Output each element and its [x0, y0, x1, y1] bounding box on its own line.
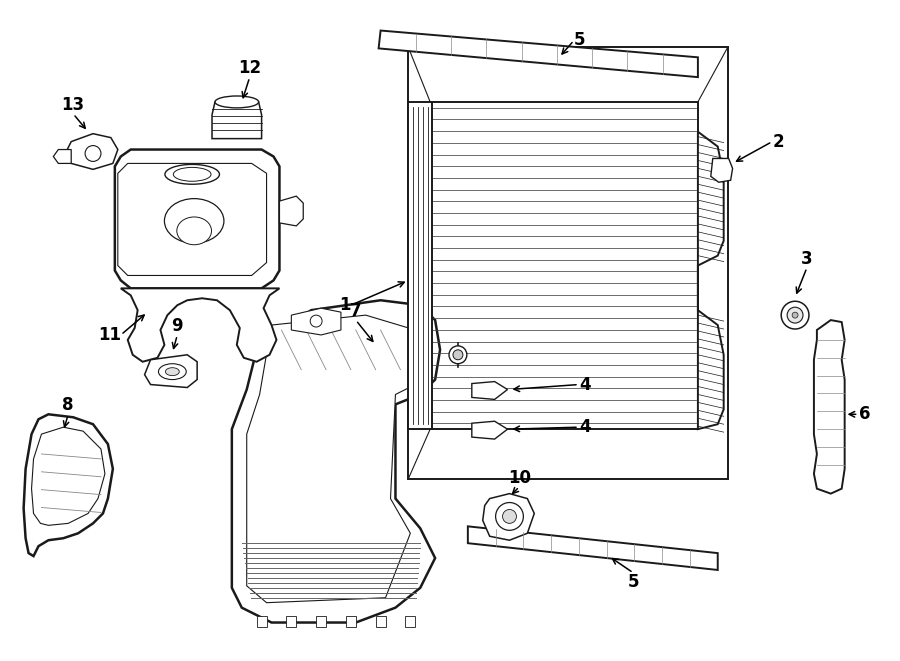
Polygon shape — [256, 615, 266, 627]
Text: 9: 9 — [172, 317, 183, 335]
Circle shape — [788, 307, 803, 323]
Polygon shape — [118, 163, 266, 276]
Circle shape — [449, 346, 467, 364]
Text: 10: 10 — [508, 469, 531, 486]
Circle shape — [502, 510, 517, 524]
Text: 5: 5 — [574, 32, 585, 50]
Polygon shape — [409, 48, 727, 479]
Ellipse shape — [174, 167, 211, 181]
Polygon shape — [405, 615, 415, 627]
Text: 8: 8 — [62, 397, 74, 414]
Text: 7: 7 — [350, 302, 362, 320]
Polygon shape — [212, 102, 262, 139]
Text: 13: 13 — [61, 96, 85, 114]
Polygon shape — [409, 102, 432, 429]
Polygon shape — [145, 355, 197, 387]
Polygon shape — [379, 30, 698, 77]
Text: 1: 1 — [339, 296, 351, 314]
Circle shape — [310, 315, 322, 327]
Ellipse shape — [215, 96, 258, 108]
Ellipse shape — [166, 368, 179, 375]
Ellipse shape — [165, 198, 224, 243]
Circle shape — [792, 312, 798, 318]
Circle shape — [453, 350, 463, 360]
Polygon shape — [23, 414, 112, 556]
Polygon shape — [698, 132, 724, 429]
Polygon shape — [53, 149, 71, 163]
Circle shape — [781, 301, 809, 329]
Polygon shape — [115, 149, 279, 288]
Text: 2: 2 — [772, 133, 784, 151]
Polygon shape — [482, 494, 535, 540]
Polygon shape — [292, 308, 341, 335]
Text: 5: 5 — [627, 573, 639, 591]
Polygon shape — [121, 288, 279, 362]
Ellipse shape — [176, 217, 212, 245]
Polygon shape — [472, 381, 508, 399]
Polygon shape — [279, 196, 303, 226]
Polygon shape — [472, 421, 508, 439]
Circle shape — [496, 502, 524, 530]
Polygon shape — [316, 615, 326, 627]
Polygon shape — [430, 102, 698, 429]
Text: 12: 12 — [238, 59, 261, 77]
Polygon shape — [247, 315, 425, 603]
Text: 3: 3 — [801, 250, 813, 268]
Text: 4: 4 — [579, 418, 590, 436]
Polygon shape — [814, 320, 845, 494]
Polygon shape — [346, 615, 356, 627]
Polygon shape — [232, 300, 440, 623]
Circle shape — [86, 145, 101, 161]
Polygon shape — [375, 615, 385, 627]
Text: 6: 6 — [859, 405, 870, 423]
Polygon shape — [711, 159, 733, 182]
Ellipse shape — [158, 364, 186, 379]
Polygon shape — [66, 134, 118, 169]
Text: 4: 4 — [579, 375, 590, 393]
Polygon shape — [32, 427, 105, 525]
Ellipse shape — [165, 165, 220, 184]
Polygon shape — [286, 615, 296, 627]
Polygon shape — [468, 526, 717, 570]
Text: 11: 11 — [98, 326, 121, 344]
